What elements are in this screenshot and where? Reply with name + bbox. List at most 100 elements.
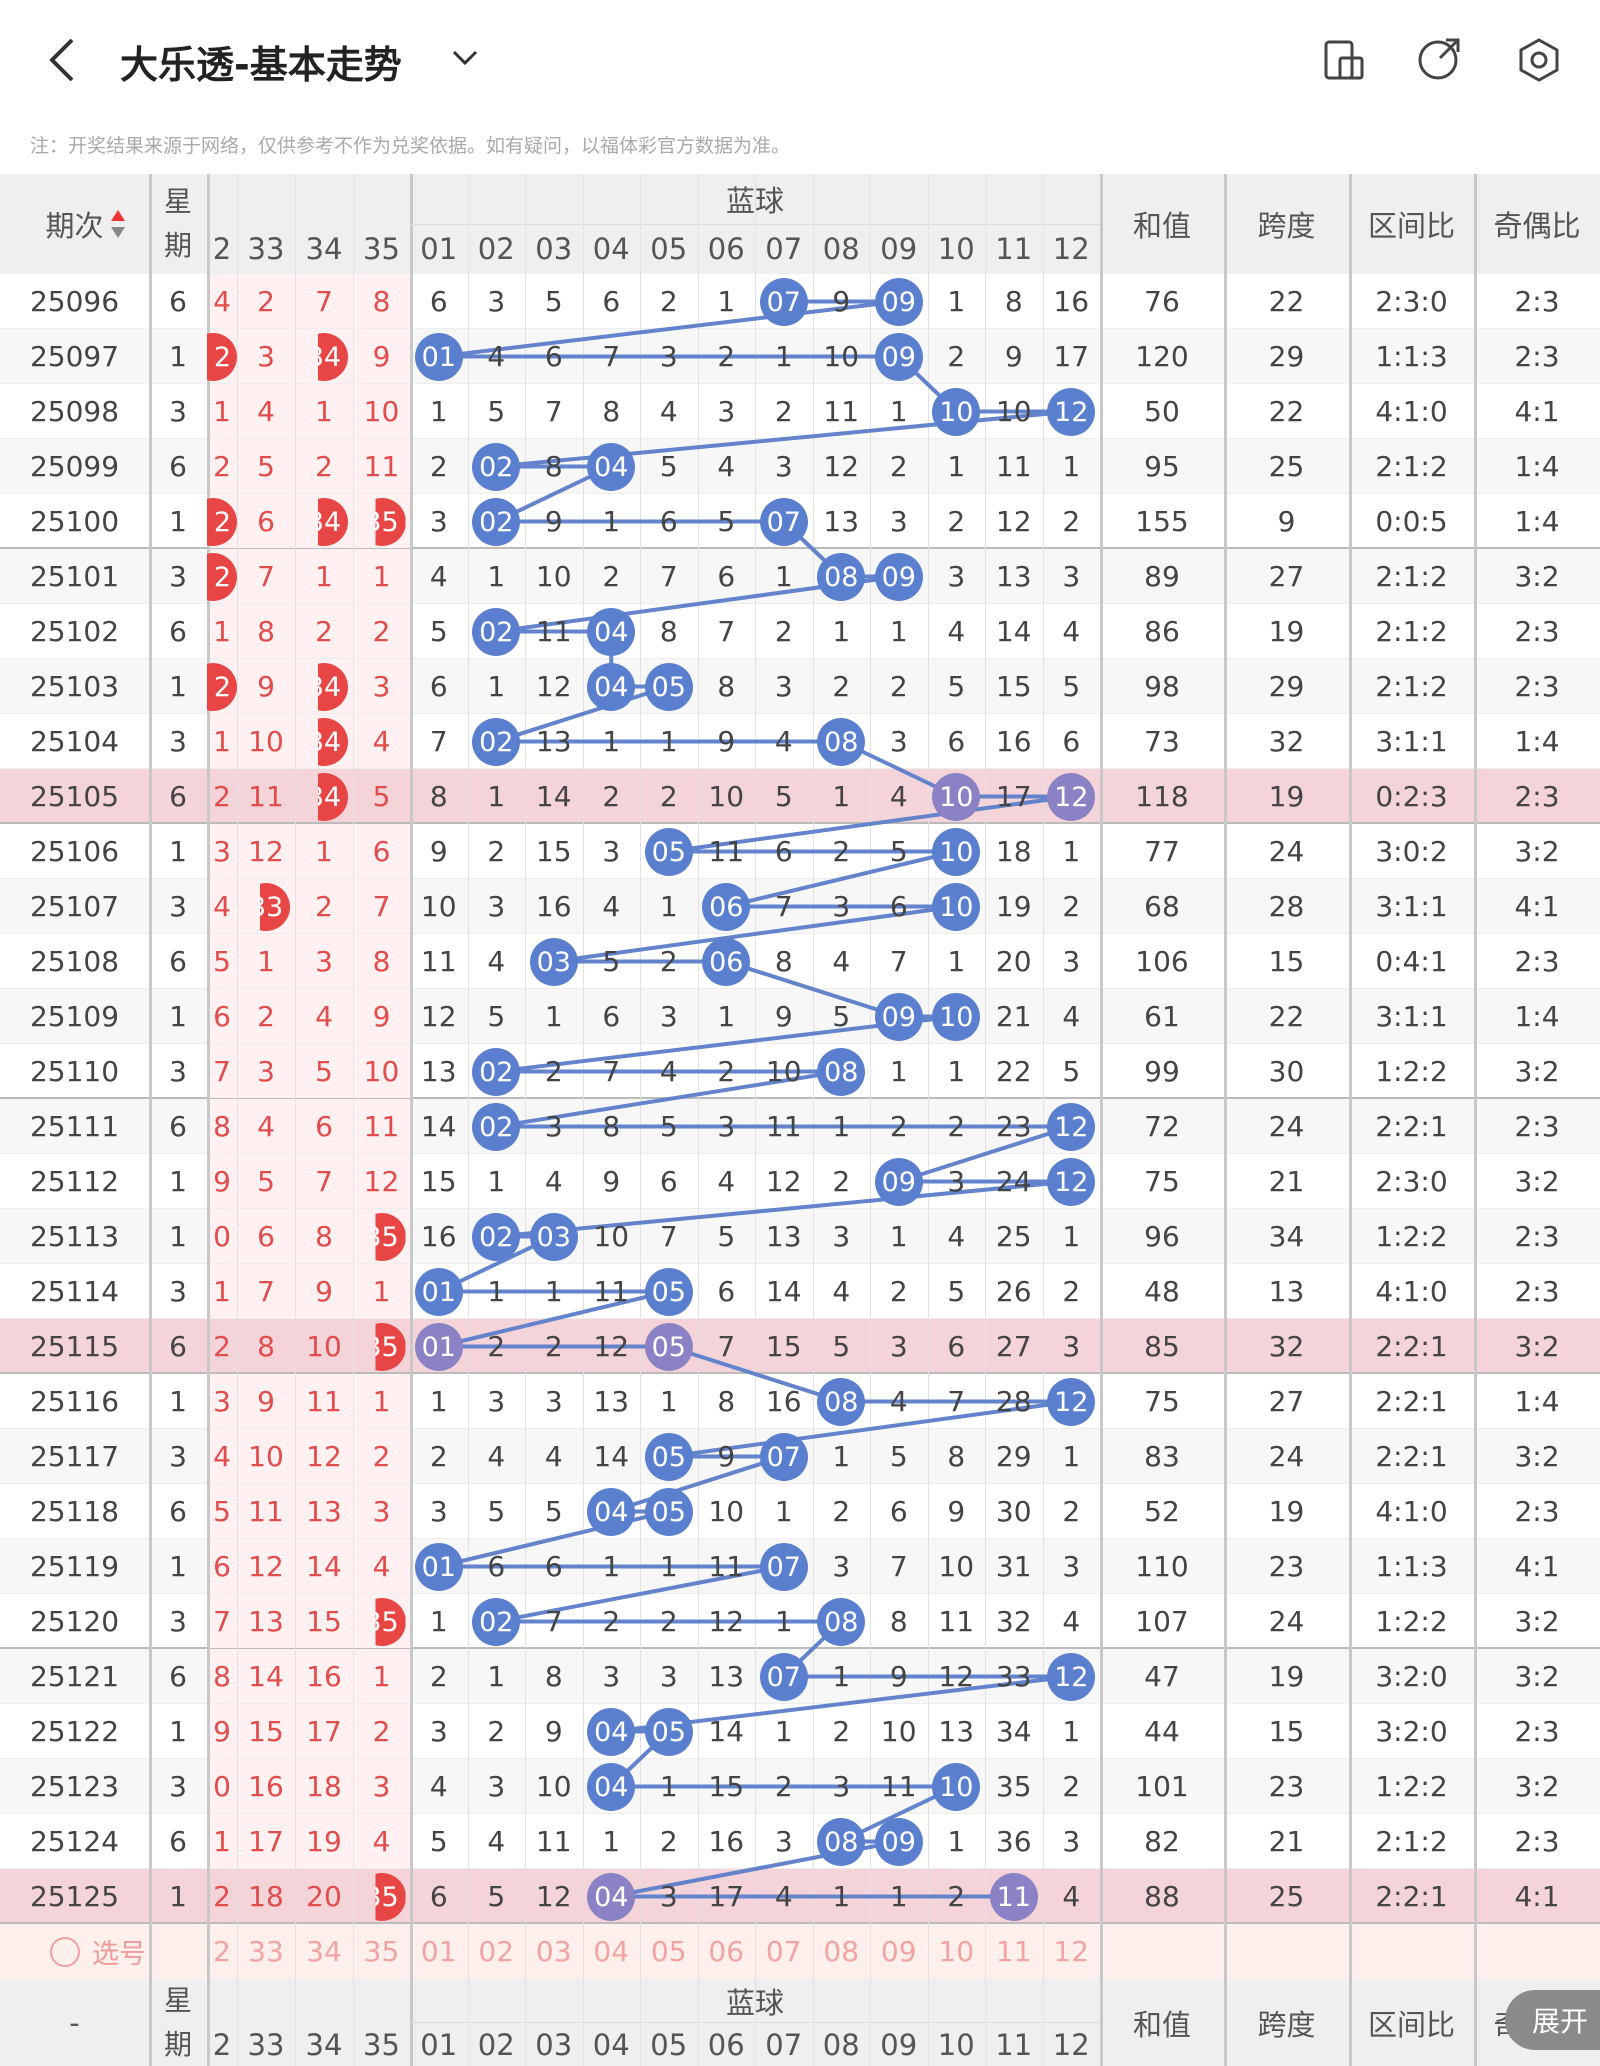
sum-cell: 110 — [1135, 1550, 1189, 1583]
odd-even-cell: 4:1 — [1514, 890, 1560, 923]
blue-cell: 2 — [429, 1440, 448, 1473]
odd-even-cell: 3:2 — [1514, 1055, 1560, 1088]
sum-cell: 44 — [1144, 1715, 1180, 1748]
trend-segment — [725, 849, 957, 909]
select-blue-number[interactable]: 02 — [478, 1935, 515, 1968]
blue-cell: 13 — [593, 1385, 630, 1418]
sum-cell: 85 — [1144, 1330, 1180, 1363]
blue-cell: 1 — [889, 1220, 908, 1253]
select-blue-number[interactable]: 05 — [650, 1935, 687, 1968]
blue-cell: 1 — [1062, 1715, 1081, 1748]
red-cell: 8 — [372, 285, 391, 318]
blue-cell: 9 — [717, 725, 736, 758]
column-divider — [870, 174, 871, 2066]
red-cell: 13 — [248, 1605, 284, 1638]
zone-cell: 3:2:0 — [1375, 1660, 1448, 1693]
column-divider — [207, 174, 210, 2066]
zone-cell: 0:4:1 — [1375, 945, 1448, 978]
blue-cell: 23 — [995, 1110, 1032, 1143]
blue-column-label: 06 — [707, 232, 745, 266]
red-cell: 6 — [315, 1110, 333, 1143]
period-cell: 25118 — [29, 1495, 120, 1528]
zone-cell: 2:1:2 — [1375, 615, 1448, 648]
select-blue-number[interactable]: 07 — [765, 1935, 802, 1968]
zone-cell: 1:2:2 — [1375, 1220, 1448, 1253]
blue-cell: 32 — [995, 1605, 1032, 1638]
select-blue-number[interactable]: 03 — [535, 1935, 572, 1968]
zone-cell: 4:1:0 — [1375, 395, 1448, 428]
red-cell: 11 — [363, 450, 400, 483]
select-red-number[interactable]: 34 — [306, 1935, 342, 1968]
blue-cell: 3 — [659, 1000, 678, 1033]
blue-cell: 17 — [995, 780, 1032, 813]
blue-cell: 3 — [1062, 1825, 1081, 1858]
red-cell: 2 — [257, 285, 275, 318]
select-radio[interactable] — [50, 1937, 80, 1967]
weekday-cell: 3 — [169, 395, 187, 428]
select-blue-number[interactable]: 11 — [995, 1935, 1032, 1968]
red-cell: 3 — [372, 670, 391, 703]
select-blue-number[interactable]: 09 — [880, 1935, 917, 1968]
zone-cell: 2:3:0 — [1375, 1165, 1448, 1198]
red-cell: 3 — [213, 835, 231, 868]
red-zone-bg — [207, 659, 410, 713]
blue-cell: 4 — [832, 1275, 851, 1308]
expand-button[interactable]: 展开 — [1505, 1990, 1600, 2050]
red-cell: 2 — [372, 1715, 391, 1748]
red-cell: 1 — [213, 615, 231, 648]
select-blue-number[interactable]: 06 — [708, 1935, 745, 1968]
blue-cell: 10 — [880, 1715, 917, 1748]
settings-icon[interactable] — [1519, 38, 1559, 82]
sum-cell: 86 — [1144, 615, 1180, 648]
column-divider — [1224, 174, 1227, 2066]
select-red-number[interactable]: 33 — [248, 1935, 284, 1968]
span-cell: 19 — [1268, 1660, 1305, 1693]
red-zone-bg — [207, 879, 410, 933]
red-cell: 14 — [306, 1550, 342, 1583]
select-red-number[interactable]: 35 — [363, 1935, 400, 1968]
red-cell: 8 — [372, 945, 391, 978]
red-cell: 11 — [363, 1110, 400, 1143]
blue-cell: 2 — [544, 1055, 563, 1088]
blue-hit-ball: 07 — [759, 278, 808, 326]
column-divider — [149, 174, 152, 2066]
sum-cell: 101 — [1135, 1770, 1189, 1803]
blue-cell: 19 — [995, 890, 1032, 923]
blue-cell: 6 — [717, 560, 736, 593]
blue-cell: 7 — [947, 1385, 966, 1418]
blue-cell: 3 — [774, 670, 793, 703]
blue-cell: 1 — [659, 1770, 678, 1803]
weekday-cell: 1 — [169, 670, 187, 703]
layout-icon[interactable] — [1324, 40, 1364, 80]
odd-even-cell: 2:3 — [1514, 615, 1560, 648]
select-blue-number[interactable]: 12 — [1053, 1935, 1090, 1968]
select-blue-number[interactable]: 08 — [823, 1935, 860, 1968]
red-cell: 18 — [248, 1880, 284, 1913]
blue-cell: 12 — [593, 1330, 630, 1363]
select-blue-number[interactable]: 01 — [420, 1935, 457, 1968]
blue-hit-ball: 10 — [932, 1763, 981, 1811]
blue-cell: 13 — [995, 560, 1032, 593]
red-cell: 7 — [372, 890, 391, 923]
sort-icon[interactable] — [110, 209, 126, 239]
blue-cell: 5 — [487, 1880, 506, 1913]
select-red-number[interactable]: 2 — [213, 1935, 231, 1968]
blue-cell: 3 — [832, 1770, 851, 1803]
trend-segment — [898, 1124, 1072, 1184]
select-blue-number[interactable]: 10 — [938, 1935, 975, 1968]
blue-hit-ball: 08 — [817, 1818, 866, 1866]
dropdown-icon[interactable] — [452, 50, 478, 66]
back-icon[interactable] — [49, 38, 74, 82]
weekday-cell: 6 — [169, 1330, 187, 1363]
column-divider — [237, 174, 238, 2066]
select-label[interactable]: 选号 — [92, 1939, 146, 1970]
red-cell: 1 — [315, 395, 333, 428]
blue-cell: 2 — [487, 1715, 506, 1748]
select-blue-number[interactable]: 04 — [593, 1935, 630, 1968]
blue-cell: 1 — [429, 1385, 448, 1418]
column-divider — [1474, 174, 1477, 2066]
share-icon[interactable] — [1418, 38, 1460, 80]
span-cell: 19 — [1268, 780, 1305, 813]
blue-cell: 7 — [717, 1330, 736, 1363]
